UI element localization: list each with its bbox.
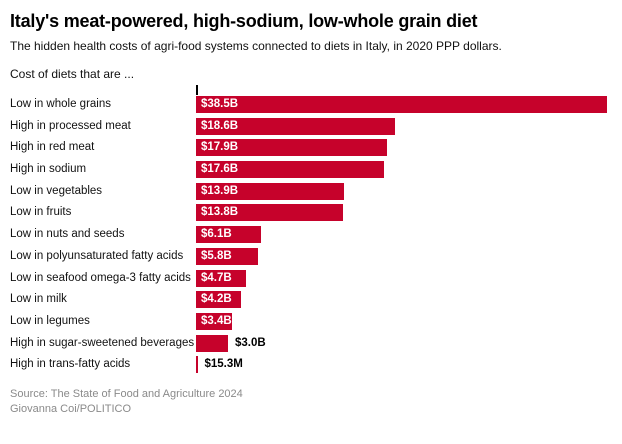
bar-value: $6.1B [201, 228, 232, 241]
bar-area: $15.3M [196, 356, 622, 374]
category-label: Low in polyunsaturated fatty acids [10, 249, 184, 262]
zero-axis-tick [196, 85, 198, 95]
credit-note: Giovanna Coi/POLITICO [10, 403, 132, 415]
bar [196, 182, 345, 200]
bar-value: $4.7B [201, 271, 232, 284]
table-row: High in red meat $17.9B [0, 139, 622, 157]
table-row: High in sugar-sweetened beverages $3.0B [0, 334, 622, 352]
bar-area: $3.0B [196, 334, 622, 352]
category-label: High in red meat [10, 141, 95, 154]
bar-value: $13.9B [201, 184, 239, 197]
bar-value: $13.8B [201, 206, 239, 219]
table-row: Low in seafood omega-3 fatty acids $4.7B [0, 269, 622, 287]
category-label: High in trans-fatty acids [10, 358, 131, 371]
category-label: Low in vegetables [10, 184, 103, 197]
chart-prompt: Cost of diets that are ... [10, 67, 135, 81]
bar-chart: Low in whole grains $38.5B High in proce… [0, 85, 622, 378]
bar [196, 139, 388, 157]
chart-rows: Low in whole grains $38.5B High in proce… [0, 96, 622, 374]
bar-value: $17.9B [201, 141, 239, 154]
bar [196, 291, 241, 309]
category-label: Low in whole grains [10, 98, 112, 110]
bar [196, 161, 384, 179]
category-label: Low in fruits [10, 206, 72, 219]
page-title: Italy's meat-powered, high-sodium, low-w… [10, 11, 478, 31]
bar [196, 96, 607, 113]
bar-value: $5.8B [201, 249, 232, 262]
bar [196, 204, 344, 222]
bar [196, 334, 229, 352]
source-note: Source: The State of Food and Agricultur… [10, 388, 243, 400]
category-label: Low in nuts and seeds [10, 228, 125, 241]
table-row: Low in milk $4.2B [0, 291, 622, 309]
bar [196, 226, 262, 244]
bar-area: $4.2B [196, 291, 622, 309]
bar-area: $3.4B [196, 312, 622, 330]
category-label: High in sodium [10, 163, 87, 176]
table-row: Low in fruits $13.8B [0, 204, 622, 222]
bar-value: $18.6B [201, 119, 239, 132]
bar-area: $18.6B [196, 117, 622, 135]
bar [196, 312, 233, 330]
page-subtitle: The hidden health costs of agri-food sys… [10, 39, 502, 53]
bar-value: $17.6B [201, 163, 239, 176]
table-row: High in trans-fatty acids $15.3M [0, 356, 622, 374]
bar-area: $4.7B [196, 269, 622, 287]
category-label: High in sugar-sweetened beverages [10, 336, 195, 349]
bar-value: $15.3M [204, 358, 243, 371]
bar-area: $17.9B [196, 139, 622, 157]
bar-area: $38.5B [196, 96, 622, 113]
bar-area: $13.9B [196, 182, 622, 200]
table-row: High in sodium $17.6B [0, 161, 622, 179]
table-row: Low in vegetables $13.9B [0, 182, 622, 200]
category-label: Low in seafood omega-3 fatty acids [10, 271, 191, 284]
bar-area: $17.6B [196, 161, 622, 179]
table-row: Low in polyunsaturated fatty acids $5.8B [0, 247, 622, 265]
bar-value: $3.0B [235, 336, 266, 349]
bar-area: $13.8B [196, 204, 622, 222]
bar-value: $38.5B [201, 98, 239, 110]
bar [196, 247, 258, 265]
category-label: Low in milk [10, 293, 67, 306]
bar-area: $6.1B [196, 226, 622, 244]
bar [196, 356, 198, 374]
chart-footer: Source: The State of Food and Agricultur… [10, 387, 243, 417]
table-row: Low in nuts and seeds $6.1B [0, 226, 622, 244]
table-row: High in processed meat $18.6B [0, 117, 622, 135]
table-row: Low in whole grains $38.5B [0, 96, 622, 113]
bar [196, 117, 395, 135]
bar [196, 269, 247, 287]
bar-value: $3.4B [201, 314, 232, 327]
bar-area: $5.8B [196, 247, 622, 265]
table-row: Low in legumes $3.4B [0, 312, 622, 330]
category-label: Low in legumes [10, 314, 90, 327]
bar-value: $4.2B [201, 293, 232, 306]
category-label: High in processed meat [10, 119, 131, 132]
